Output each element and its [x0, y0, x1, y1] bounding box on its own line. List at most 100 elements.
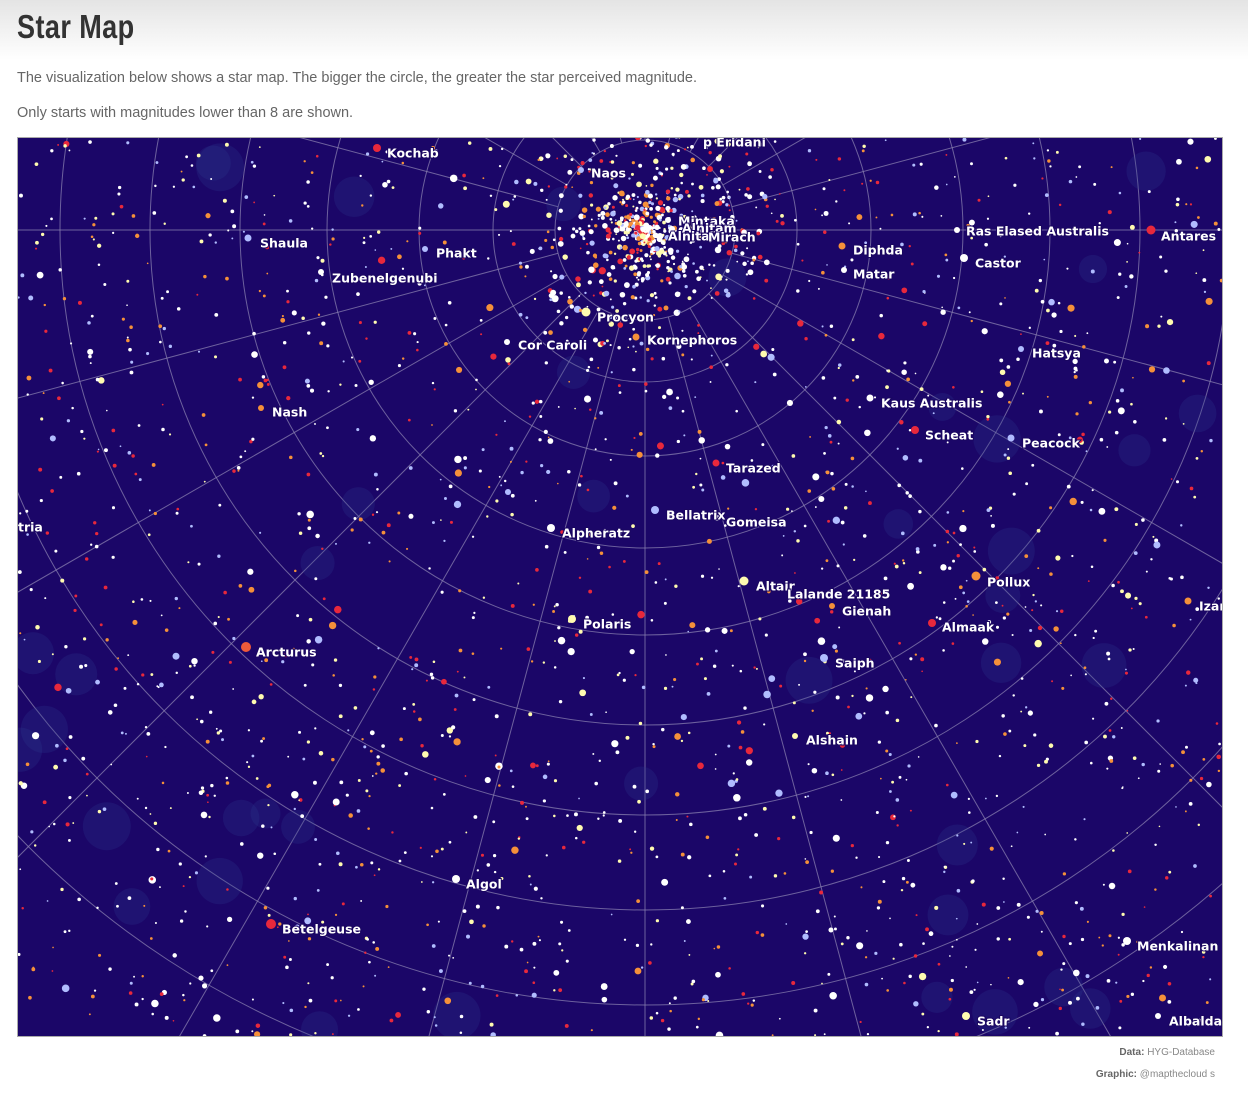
star — [590, 1029, 593, 1032]
star — [443, 539, 446, 543]
star — [500, 876, 504, 881]
star — [127, 896, 132, 900]
star — [339, 383, 342, 386]
star — [550, 270, 553, 273]
star — [175, 511, 179, 515]
star — [906, 377, 910, 382]
star — [1053, 626, 1059, 632]
star — [18, 781, 23, 786]
star — [617, 346, 621, 350]
glow — [546, 186, 581, 222]
star — [259, 531, 262, 534]
star — [211, 650, 215, 654]
star — [744, 141, 748, 145]
star — [490, 1032, 496, 1036]
star — [695, 1025, 699, 1029]
star — [754, 381, 757, 384]
star — [920, 657, 925, 662]
star — [895, 718, 900, 723]
star — [838, 363, 842, 367]
star — [634, 674, 637, 677]
star — [674, 138, 678, 139]
star — [81, 756, 86, 761]
star — [1182, 422, 1185, 425]
star — [401, 161, 405, 165]
star — [556, 482, 559, 485]
star — [927, 394, 930, 397]
star — [963, 842, 966, 845]
star — [665, 167, 669, 171]
star — [684, 225, 687, 228]
star — [631, 218, 635, 223]
star — [654, 224, 660, 231]
star — [540, 897, 543, 900]
star — [770, 167, 774, 172]
star — [608, 315, 613, 320]
star — [696, 662, 699, 666]
star — [356, 428, 360, 432]
star — [902, 561, 906, 565]
star — [576, 282, 581, 288]
star — [851, 485, 854, 488]
star — [928, 931, 934, 937]
star — [489, 1022, 494, 1027]
star — [547, 436, 550, 439]
star — [671, 207, 677, 213]
star — [1120, 388, 1124, 393]
star — [767, 589, 771, 594]
star — [417, 281, 422, 286]
star — [546, 212, 552, 218]
credit-key: Graphic: — [1095, 1069, 1138, 1080]
star — [95, 531, 99, 536]
star — [263, 906, 268, 910]
star — [996, 906, 1001, 910]
star — [683, 256, 690, 263]
star — [322, 597, 326, 601]
star — [595, 206, 601, 212]
star — [908, 245, 911, 248]
star — [805, 930, 808, 933]
star — [689, 241, 693, 244]
star — [605, 339, 609, 343]
star — [690, 358, 693, 361]
star — [778, 1017, 781, 1020]
star — [1138, 602, 1142, 606]
star — [638, 200, 642, 205]
star — [638, 432, 643, 436]
star — [952, 531, 956, 535]
star — [88, 140, 92, 144]
star — [433, 388, 436, 391]
star — [197, 562, 201, 566]
star — [371, 513, 375, 516]
star — [905, 778, 908, 781]
star — [682, 273, 687, 278]
star — [886, 989, 890, 992]
star — [463, 186, 468, 191]
star — [128, 991, 133, 995]
star — [661, 356, 666, 361]
star — [814, 617, 821, 624]
star — [1101, 944, 1104, 947]
star — [588, 158, 593, 163]
star — [847, 705, 850, 709]
star — [114, 667, 118, 671]
star — [239, 842, 244, 846]
star — [655, 453, 660, 458]
star — [567, 929, 571, 932]
star — [661, 878, 669, 886]
star — [1195, 166, 1199, 170]
star — [715, 184, 721, 190]
star — [773, 874, 778, 878]
star — [194, 871, 199, 875]
star — [48, 368, 53, 373]
star — [492, 854, 497, 858]
star — [257, 852, 264, 859]
star — [153, 511, 157, 516]
star — [598, 759, 601, 763]
star — [650, 202, 655, 206]
star — [900, 242, 904, 247]
star-label: Gienah — [842, 604, 891, 619]
star — [97, 263, 101, 266]
star — [1126, 242, 1129, 245]
star — [567, 647, 575, 656]
